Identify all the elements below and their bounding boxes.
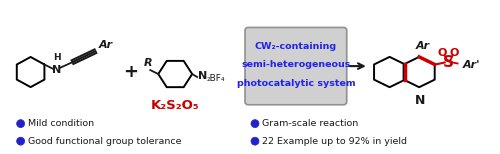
Circle shape bbox=[251, 120, 259, 128]
Text: H: H bbox=[52, 53, 60, 62]
Circle shape bbox=[251, 137, 259, 145]
Text: Good functional group tolerance: Good functional group tolerance bbox=[28, 137, 181, 146]
Text: K₂S₂O₅: K₂S₂O₅ bbox=[151, 99, 200, 112]
Text: photocatalytic system: photocatalytic system bbox=[236, 79, 355, 88]
FancyBboxPatch shape bbox=[245, 27, 346, 105]
Text: semi-heterogeneous: semi-heterogeneous bbox=[241, 60, 350, 69]
Text: Mild condition: Mild condition bbox=[28, 119, 94, 128]
Circle shape bbox=[16, 120, 24, 128]
Text: N: N bbox=[52, 65, 61, 75]
Text: N: N bbox=[415, 94, 426, 107]
Text: Ar: Ar bbox=[98, 40, 112, 50]
Text: ₂BF₄: ₂BF₄ bbox=[206, 75, 225, 83]
Text: R: R bbox=[144, 58, 152, 68]
Text: Gram-scale reaction: Gram-scale reaction bbox=[262, 119, 358, 128]
Circle shape bbox=[16, 137, 24, 145]
Text: O: O bbox=[450, 48, 460, 58]
Text: S: S bbox=[443, 55, 454, 70]
Text: N: N bbox=[198, 71, 207, 81]
Text: O: O bbox=[438, 48, 448, 58]
Text: 22 Example up to 92% in yield: 22 Example up to 92% in yield bbox=[262, 137, 407, 146]
Text: Ar: Ar bbox=[416, 41, 430, 51]
Text: Ar': Ar' bbox=[462, 61, 480, 71]
Text: +: + bbox=[123, 63, 138, 81]
Text: CW₂-containing: CW₂-containing bbox=[255, 42, 337, 51]
